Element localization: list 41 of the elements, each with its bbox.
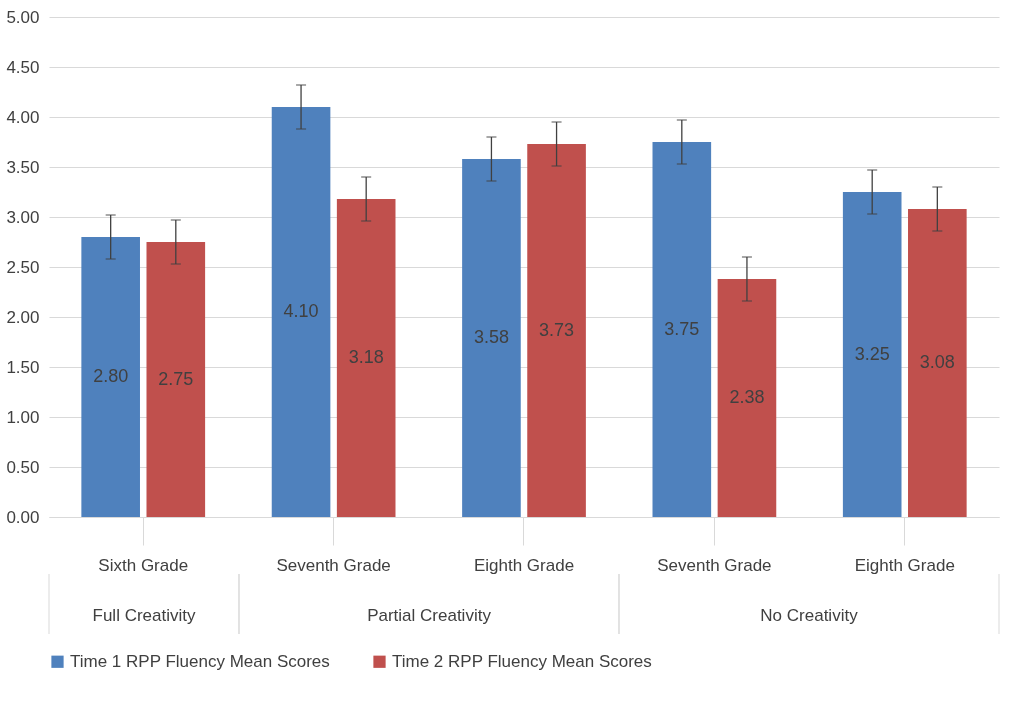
data-label: 3.08 bbox=[919, 352, 955, 372]
x-tick-label: Seventh Grade bbox=[657, 555, 772, 575]
bar bbox=[652, 142, 712, 517]
bar bbox=[146, 242, 206, 517]
data-label: 3.58 bbox=[473, 327, 509, 347]
data-label: 2.75 bbox=[158, 368, 194, 389]
y-tick-label: 2.00 bbox=[6, 307, 40, 327]
text: Full Creativity bbox=[92, 606, 196, 625]
y-tick-label: 4.50 bbox=[6, 57, 40, 77]
x-tick-label: Seventh Grade bbox=[276, 555, 391, 575]
legend-label: Time 2 RPP Fluency Mean Scores bbox=[392, 651, 652, 671]
y-tick-label: 4.00 bbox=[6, 107, 40, 127]
bar bbox=[462, 159, 521, 517]
bar bbox=[908, 209, 967, 517]
y-tick-label: 3.00 bbox=[6, 207, 40, 227]
bar bbox=[842, 192, 902, 517]
bar bbox=[717, 279, 777, 517]
legend-label: Time 1 RPP Fluency Mean Scores bbox=[70, 651, 330, 671]
data-label: 3.25 bbox=[854, 343, 890, 364]
x-tick-label: Eighth Grade bbox=[854, 555, 955, 575]
data-label: 3.75 bbox=[664, 318, 700, 339]
data-label: 4.10 bbox=[283, 301, 319, 321]
x-tick-label: Eighth Grade bbox=[473, 555, 575, 575]
data-label: 2.80 bbox=[93, 366, 129, 386]
data-label: 3.73 bbox=[539, 319, 575, 340]
y-tick-label: 5.00 bbox=[6, 7, 40, 27]
text: No Creativity bbox=[760, 606, 859, 625]
data-label: 2.38 bbox=[729, 387, 765, 407]
y-tick-label: 0.00 bbox=[6, 507, 40, 527]
data-label: 3.18 bbox=[348, 347, 384, 367]
y-tick-label: 1.50 bbox=[6, 357, 40, 377]
y-tick-label: 2.50 bbox=[6, 257, 40, 277]
bar bbox=[527, 144, 586, 517]
y-tick-label: 0.50 bbox=[6, 457, 40, 477]
bar bbox=[271, 107, 331, 517]
x-tick-label: Sixth Grade bbox=[98, 555, 189, 575]
text: Partial Creativity bbox=[367, 606, 492, 625]
bar bbox=[336, 199, 396, 517]
bar bbox=[81, 237, 140, 517]
y-tick-label: 3.50 bbox=[6, 157, 40, 177]
y-tick-label: 1.00 bbox=[6, 407, 40, 427]
